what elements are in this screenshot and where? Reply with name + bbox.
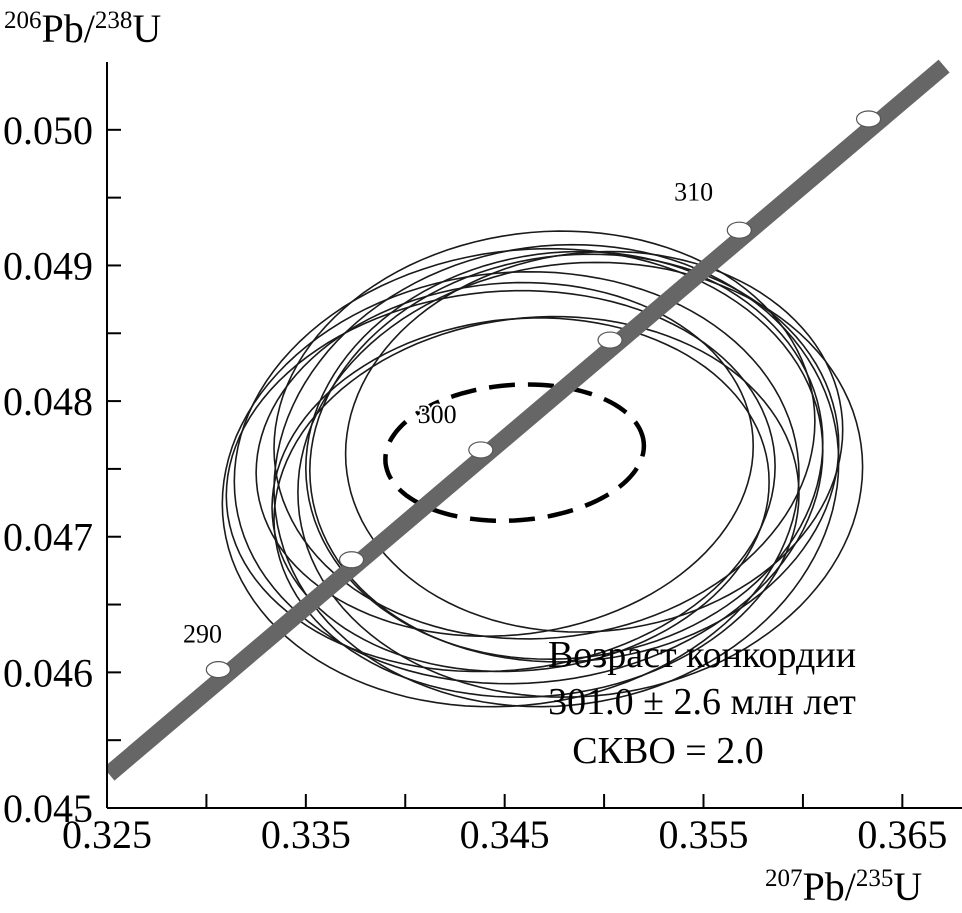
analysis-ellipse-8 — [344, 250, 844, 633]
concordia-curve — [107, 59, 950, 781]
concordia-band — [107, 59, 950, 781]
y-tick-label: 0.046 — [3, 650, 93, 695]
age-marker-1 — [205, 661, 231, 679]
x-tick-label: 0.345 — [460, 812, 550, 857]
analysis-ellipse-10 — [255, 281, 755, 637]
x-tick-label: 0.355 — [659, 812, 749, 857]
x-axis-label: 207Pb/235U — [765, 864, 922, 909]
age-marker-2 — [338, 551, 365, 569]
y-tick-label: 0.049 — [3, 243, 93, 288]
age-labels: 290 300 310 — [181, 175, 715, 650]
y-axis-label: 206Pb/238U — [4, 6, 161, 51]
x-tick-label: 0.365 — [857, 812, 947, 857]
analysis-ellipse-12 — [297, 261, 864, 698]
analysis-ellipse-3 — [273, 230, 816, 640]
age-marker-3 — [468, 441, 494, 459]
annotation-line-2: 301.0 ± 2.6 млн лет — [548, 681, 856, 723]
axes: 0.325 0.335 0.345 0.355 0.365 0.045 0.046 0.047… — [3, 62, 962, 857]
age-label-310: 310 — [674, 177, 713, 206]
annotation-line-3: СКВО = 2.0 — [572, 730, 763, 772]
concordia-age-ellipse — [383, 382, 647, 524]
analysis-ellipse-2 — [233, 247, 824, 685]
age-label-290: 290 — [183, 620, 222, 649]
y-axis-title: 206Pb/238U — [4, 6, 161, 51]
y-tick-label: 0.045 — [3, 786, 93, 831]
age-label-300: 300 — [418, 400, 457, 429]
age-marker-6 — [855, 110, 882, 128]
analysis-ellipse-7 — [271, 317, 770, 673]
analysis-ellipse-9 — [273, 315, 800, 699]
y-tick-label: 0.047 — [3, 515, 93, 560]
annotation-line-1: Возраст конкордии — [548, 634, 856, 676]
x-tick-label: 0.325 — [62, 812, 152, 857]
x-axis-title: 207Pb/235U — [765, 864, 922, 909]
y-tick-label: 0.048 — [3, 379, 93, 424]
age-markers — [205, 110, 882, 679]
age-marker-4 — [597, 331, 623, 349]
age-marker-5 — [726, 221, 752, 239]
y-tick-label: 0.050 — [3, 108, 93, 153]
analysis-ellipse-4 — [225, 289, 776, 673]
x-tick-label: 0.335 — [261, 812, 351, 857]
concordia-age-annotation: Возраст конкордии 301.0 ± 2.6 млн лет СК… — [548, 634, 856, 772]
